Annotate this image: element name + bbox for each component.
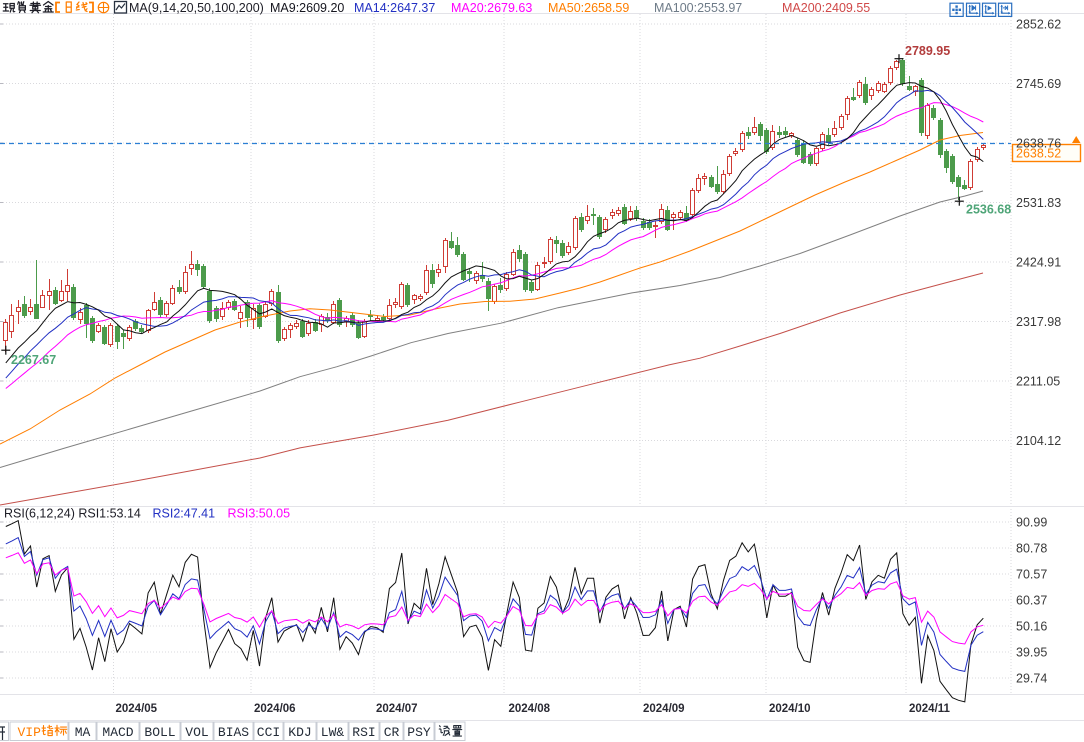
svg-text:RSI3:50.05: RSI3:50.05 bbox=[228, 507, 291, 521]
svg-text:2024/05: 2024/05 bbox=[116, 703, 158, 715]
svg-text:2024/10: 2024/10 bbox=[769, 703, 811, 715]
svg-text:MA9:2609.20: MA9:2609.20 bbox=[270, 1, 344, 15]
svg-text:2745.69: 2745.69 bbox=[1016, 77, 1061, 91]
svg-text:2424.91: 2424.91 bbox=[1016, 255, 1061, 269]
svg-text:2852.62: 2852.62 bbox=[1016, 17, 1061, 31]
svg-text:RSI2:47.41: RSI2:47.41 bbox=[153, 507, 216, 521]
svg-text:MA(9,14,20,50,100,200): MA(9,14,20,50,100,200) bbox=[129, 1, 264, 15]
svg-text:VIP: VIP bbox=[18, 725, 42, 740]
svg-text:29.74: 29.74 bbox=[1016, 671, 1047, 685]
svg-text:2024/09: 2024/09 bbox=[643, 703, 685, 715]
svg-text:KDJ: KDJ bbox=[288, 725, 311, 740]
svg-text:2024/07: 2024/07 bbox=[376, 703, 418, 715]
svg-text:MA: MA bbox=[75, 725, 91, 740]
svg-text:2211.05: 2211.05 bbox=[1016, 374, 1060, 388]
svg-text:39.95: 39.95 bbox=[1016, 645, 1047, 659]
svg-text:60.37: 60.37 bbox=[1016, 593, 1047, 607]
svg-text:2317.98: 2317.98 bbox=[1016, 315, 1061, 329]
svg-text:2536.68: 2536.68 bbox=[966, 203, 1011, 217]
svg-text:VOL: VOL bbox=[185, 725, 208, 740]
svg-text:MA100:2553.97: MA100:2553.97 bbox=[654, 1, 742, 15]
svg-text:BOLL: BOLL bbox=[144, 725, 175, 740]
svg-text:MA14:2647.37: MA14:2647.37 bbox=[354, 1, 435, 15]
svg-text:MACD: MACD bbox=[102, 725, 133, 740]
svg-text:CCI: CCI bbox=[257, 725, 280, 740]
svg-text:MA20:2679.63: MA20:2679.63 bbox=[451, 1, 532, 15]
svg-text:2024/11: 2024/11 bbox=[909, 703, 951, 715]
svg-text:2024/06: 2024/06 bbox=[254, 703, 296, 715]
svg-text:2531.83: 2531.83 bbox=[1016, 196, 1061, 210]
svg-text:2638.76: 2638.76 bbox=[1016, 136, 1061, 150]
svg-text:RSI: RSI bbox=[352, 725, 375, 740]
svg-text:2789.95: 2789.95 bbox=[905, 44, 950, 58]
svg-text:50.16: 50.16 bbox=[1016, 619, 1047, 633]
svg-text:MA200:2409.55: MA200:2409.55 bbox=[782, 1, 870, 15]
svg-text:LW&: LW& bbox=[321, 725, 345, 740]
svg-text:70.57: 70.57 bbox=[1016, 567, 1047, 581]
svg-text:CR: CR bbox=[384, 725, 400, 740]
svg-text:2267.67: 2267.67 bbox=[11, 353, 56, 367]
svg-text:MA50:2658.59: MA50:2658.59 bbox=[548, 1, 629, 15]
svg-text:2024/08: 2024/08 bbox=[509, 703, 551, 715]
svg-text:80.78: 80.78 bbox=[1016, 541, 1047, 555]
svg-text:PSY: PSY bbox=[407, 725, 431, 740]
svg-text:RSI(6,12,24) RSI1:53.14: RSI(6,12,24) RSI1:53.14 bbox=[4, 507, 141, 521]
svg-text:2104.12: 2104.12 bbox=[1016, 434, 1061, 448]
svg-text:90.99: 90.99 bbox=[1016, 515, 1047, 529]
svg-text:BIAS: BIAS bbox=[218, 725, 249, 740]
svg-text:2638.52: 2638.52 bbox=[1016, 147, 1061, 161]
